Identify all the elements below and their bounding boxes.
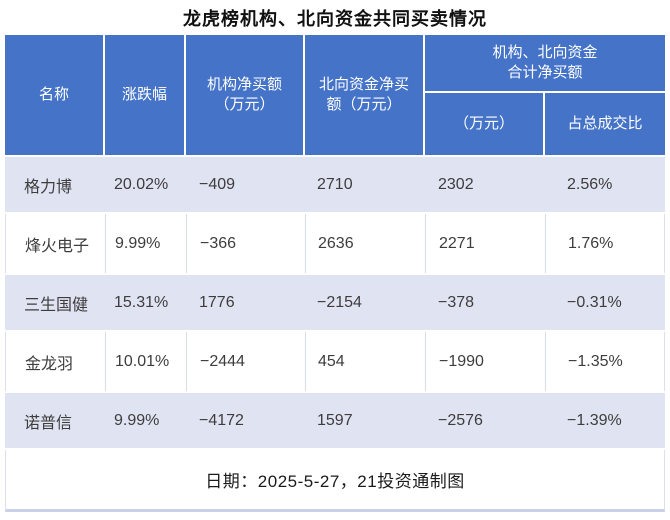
cell-inst-net: −366 [187,214,306,273]
cell-change: 10.01% [106,332,187,391]
cell-change: 20.02% [114,175,169,193]
cell-inst-net: −2444 [187,332,306,391]
cell-turnover-ratio: −0.31% [567,293,622,311]
col-header-inst-line2: （万元） [214,96,275,113]
cell-name: 烽火电子 [6,214,106,273]
cell-change: 9.99% [106,214,187,273]
table-header: 名称 涨跌幅 机构净买额 （万元） 北向资金净买 额（万元） 机构、北向资金 合… [5,35,665,155]
col-header-ratio-label: 占总成交比 [567,115,643,132]
cell-total-net: 2271 [426,214,546,273]
cell-name: 三生国健 [24,296,89,314]
cell-north-net: −2154 [317,293,362,311]
col-header-name-label: 名称 [38,86,69,103]
cell-turnover-ratio: 2.56% [567,175,613,193]
table-row: 烽火电子 9.99% −366 2636 2271 1.76% [5,214,665,273]
col-header-group-line2: 合计净买额 [507,64,583,81]
cell-turnover-ratio: −1.39% [567,411,622,429]
col-header-combined-group: 机构、北向资金 合计净买额 [425,35,665,91]
cell-name: 格力博 [24,178,73,196]
chart-title: 龙虎榜机构、北向资金共同买卖情况 [183,8,487,29]
cell-inst-net: −4172 [199,411,244,429]
cell-north-net: 1597 [317,411,353,429]
cell-inst-net: 1776 [199,293,235,311]
cell-change: 15.31% [114,293,169,311]
table-row: 诺普信 9.99% −4172 1597 −2576 −1.39% [5,391,665,450]
col-header-inst-line1: 机构净买额 [206,76,282,93]
col-header-north-net: 北向资金净买 额（万元） [305,35,423,155]
source-note: 日期：2025-5-27，21投资通制图 [5,450,665,512]
cell-total-net: −2576 [438,411,483,429]
cell-change: 9.99% [114,411,160,429]
cell-north-net: 454 [306,332,426,391]
cell-total-net: −378 [438,293,475,311]
cell-turnover-ratio: 1.76% [568,234,614,252]
col-header-change: 涨跌幅 [105,35,184,155]
col-header-group-line1: 机构、北向资金 [492,44,598,61]
col-header-north-line2: 额（万元） [326,96,402,113]
col-header-north-line1: 北向资金净买 [318,76,409,93]
col-header-change-label: 涨跌幅 [121,86,167,103]
cell-north-net: 2636 [306,214,426,273]
table-row: 三生国健 15.31% 1776 −2154 −378 −0.31% [5,273,665,332]
col-header-turnover-ratio: 占总成交比 [545,93,665,155]
cell-inst-net: −409 [199,175,236,193]
cell-total-net: 2302 [438,175,474,193]
col-header-combined-amount: （万元） [425,93,543,155]
table-row: 金龙羽 10.01% −2444 454 −1990 −1.35% [5,332,665,391]
col-header-inst-net: 机构净买额 （万元） [186,35,303,155]
table-row: 格力博 20.02% −409 2710 2302 2.56% [5,155,665,214]
col-header-name: 名称 [5,35,103,155]
col-header-amount-label: （万元） [453,115,514,132]
cell-north-net: 2710 [317,175,353,193]
cell-name: 诺普信 [24,414,73,432]
cell-total-net: −1990 [426,332,546,391]
data-table: 名称 涨跌幅 机构净买额 （万元） 北向资金净买 额（万元） 机构、北向资金 合… [5,35,665,512]
cell-turnover-ratio: −1.35% [568,352,623,370]
cell-name: 金龙羽 [6,332,106,391]
